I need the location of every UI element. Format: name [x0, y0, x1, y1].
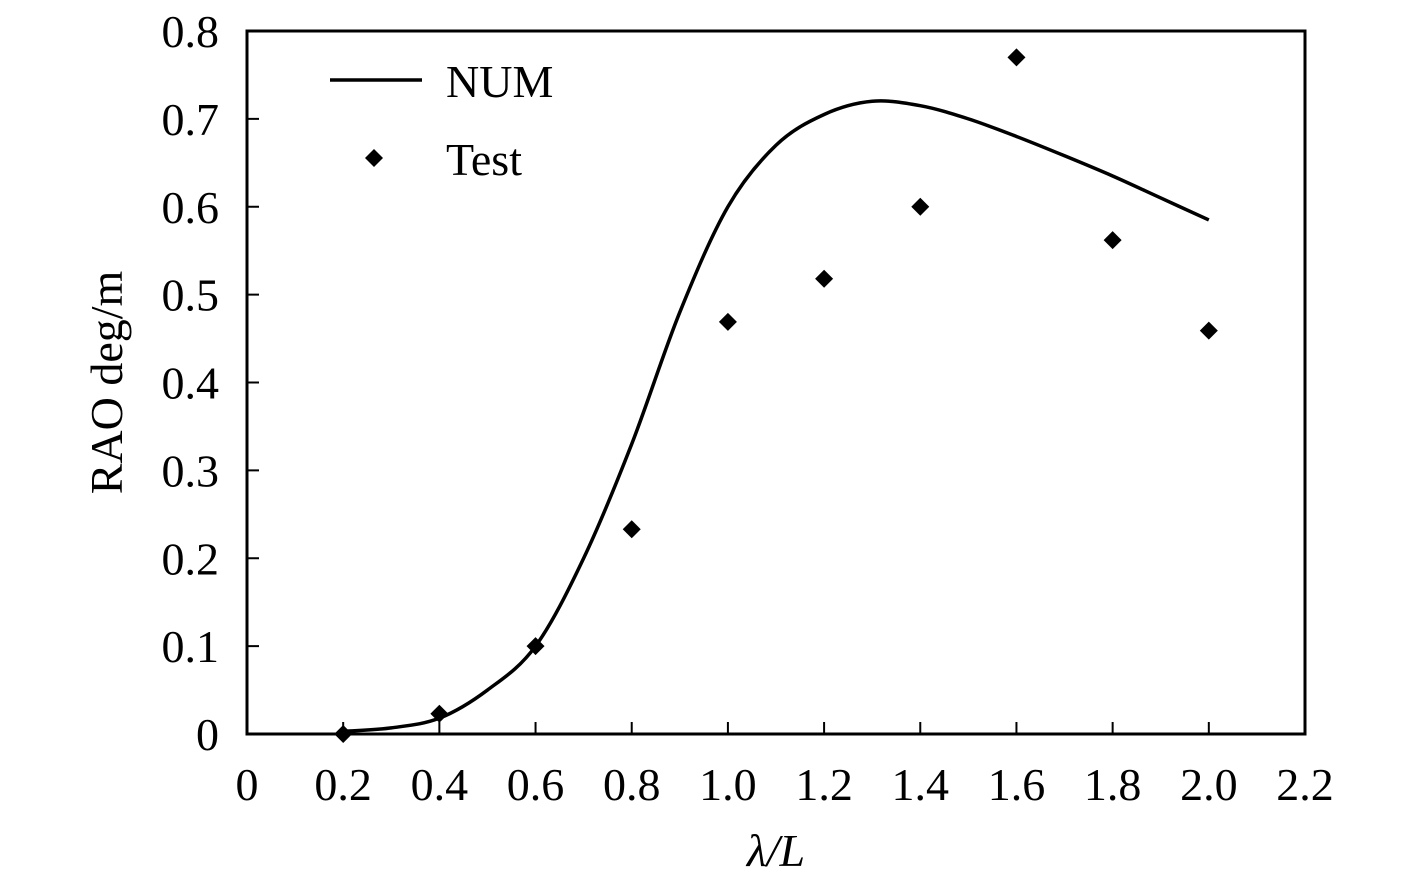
y-tick-label: 0: [196, 709, 219, 760]
y-tick-label: 0.4: [162, 358, 220, 409]
x-tick-label: 1.8: [1084, 759, 1142, 810]
data-point-test: [718, 312, 737, 331]
x-tick-label: 0.2: [314, 759, 372, 810]
data-point-test: [526, 637, 545, 656]
y-axis: 0 0.1 0.2 0.3 0.4 0.5 0.6 0.7 0.8: [162, 6, 259, 760]
data-point-test: [334, 725, 353, 743]
legend-swatch-test: [365, 149, 383, 167]
data-point-test: [1103, 231, 1122, 250]
series-layer: [334, 48, 1218, 743]
y-tick-label: 0.1: [162, 621, 220, 672]
legend-label-num: NUM: [446, 56, 553, 107]
y-tick-label: 0.6: [162, 182, 220, 233]
data-point-test: [911, 197, 930, 216]
data-point-test: [1199, 321, 1218, 340]
x-tick-label: 0.4: [411, 759, 469, 810]
y-tick-label: 0.5: [162, 270, 220, 321]
y-tick-label: 0.2: [162, 533, 220, 584]
x-axis-title: λ/L: [745, 825, 805, 876]
x-tick-label: 2.0: [1180, 759, 1238, 810]
data-point-test: [1007, 48, 1026, 67]
x-tick-label: 1.4: [892, 759, 950, 810]
x-tick-label: 0.8: [603, 759, 661, 810]
x-axis: 0 0.2 0.4 0.6 0.8 1.0 1.2 1.4 1.6 1.8 2.0 2.2: [236, 722, 1334, 810]
x-tick-label: 2.2: [1276, 759, 1334, 810]
y-tick-label: 0.7: [162, 94, 220, 145]
data-point-test: [815, 269, 834, 288]
y-tick-label: 0.3: [162, 445, 220, 496]
legend-label-test: Test: [446, 134, 522, 185]
x-tick-label: 1.2: [795, 759, 853, 810]
data-point-test: [622, 520, 641, 539]
legend: NUM Test: [330, 56, 553, 185]
y-axis-title: RAO deg/m: [81, 270, 132, 494]
data-point-test: [430, 704, 449, 723]
plot-frame: [245, 29, 1307, 736]
x-tick-label: 1.0: [699, 759, 757, 810]
plot-area: 0 0.2 0.4 0.6 0.8 1.0 1.2 1.4 1.6 1.8 2.0 2.2 00.10…: [162, 6, 1334, 810]
x-tick-label: 1.6: [988, 759, 1046, 810]
series-line-num: [343, 99, 1210, 734]
y-tick-label: 0.8: [162, 6, 220, 57]
x-tick-label: 0: [236, 759, 259, 810]
x-tick-label: 0.6: [507, 759, 565, 810]
